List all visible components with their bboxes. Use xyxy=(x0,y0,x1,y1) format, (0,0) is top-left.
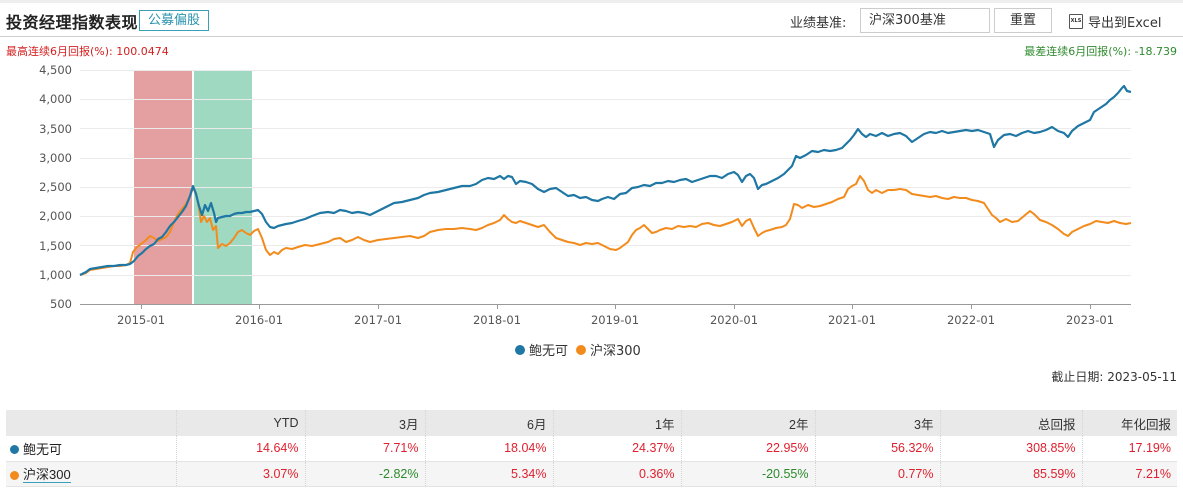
svg-text:2021-01: 2021-01 xyxy=(828,313,876,327)
min-6m-value: -18.739 xyxy=(1134,45,1177,58)
svg-text:4,500: 4,500 xyxy=(39,63,72,77)
svg-text:2017-01: 2017-01 xyxy=(354,313,402,327)
cell-annualized: 7.21% xyxy=(1082,461,1177,487)
row-name-cell: 鲍无可 xyxy=(6,436,177,462)
row-name: 鲍无可 xyxy=(23,441,63,457)
manager-dot-icon xyxy=(10,445,19,455)
grid-lines xyxy=(80,70,1131,276)
as-of-date: 截止日期: 2023-05-11 xyxy=(1051,370,1177,384)
panel-header: 投资经理指数表现 公募偏股 业绩基准: 沪深300基准 重置 XLS 导出到Ex… xyxy=(0,3,1183,37)
benchmark-input[interactable]: 沪深300基准 xyxy=(860,8,990,33)
benchmark-dot-icon xyxy=(10,470,19,480)
cell-6m: 5.34% xyxy=(425,461,554,487)
benchmark-label: 业绩基准: xyxy=(790,16,847,31)
y-axis-labels: 500 1,000 1,500 2,000 2,500 3,000 3,500 … xyxy=(39,63,72,311)
fund-type-tag[interactable]: 公募偏股 xyxy=(139,10,210,31)
table-row-benchmark: 沪深300 3.07% -2.82% 5.34% 0.36% -20.55% 0… xyxy=(6,461,1177,487)
min-6m-return: 最差连续6月回报(%): -18.739 xyxy=(1024,43,1177,59)
svg-text:2015-01: 2015-01 xyxy=(117,313,165,327)
export-label: 导出到Excel xyxy=(1088,16,1162,31)
x-axis-ticks xyxy=(141,304,1091,309)
svg-text:4,000: 4,000 xyxy=(39,92,72,106)
svg-text:2,000: 2,000 xyxy=(39,209,72,223)
svg-text:2018-01: 2018-01 xyxy=(473,313,521,327)
max-6m-label: 最高连续6月回报(%): xyxy=(6,45,113,58)
column-header-3y: 3年 xyxy=(815,410,941,436)
chart-legend: 鲍无可 沪深300 xyxy=(515,340,649,359)
benchmark-dot-icon xyxy=(576,344,587,355)
legend-item-manager[interactable]: 鲍无可 xyxy=(515,340,568,359)
manager-line[interactable] xyxy=(79,84,1132,276)
svg-text:500: 500 xyxy=(50,297,72,311)
min-6m-label: 最差连续6月回报(%): xyxy=(1024,45,1132,58)
legend-label: 鲍无可 xyxy=(529,344,569,359)
cell-3m: -2.82% xyxy=(305,461,426,487)
svg-text:1,000: 1,000 xyxy=(39,268,72,282)
column-header-ytd: YTD xyxy=(176,410,306,436)
cell-3y: 0.77% xyxy=(815,461,941,487)
cell-6m: 18.04% xyxy=(425,436,554,462)
svg-text:2023-01: 2023-01 xyxy=(1066,313,1114,327)
column-header-total: 总回报 xyxy=(940,410,1083,436)
export-excel-button[interactable]: XLS 导出到Excel xyxy=(1069,12,1161,31)
table-header-row: YTD 3月 6月 1年 2年 3年 总回报 年化回报 xyxy=(6,410,1177,436)
top-strip xyxy=(0,0,1183,3)
cell-ytd: 3.07% xyxy=(176,461,306,487)
svg-text:2019-01: 2019-01 xyxy=(591,313,639,327)
column-header-annualized: 年化回报 xyxy=(1082,410,1177,436)
svg-text:3,000: 3,000 xyxy=(39,151,72,165)
cell-total: 308.85% xyxy=(940,436,1083,462)
column-header-3m: 3月 xyxy=(305,410,426,436)
cell-3y: 56.32% xyxy=(815,436,941,462)
legend-item-benchmark[interactable]: 沪深300 xyxy=(576,340,641,359)
svg-text:2016-01: 2016-01 xyxy=(235,313,283,327)
svg-text:3,500: 3,500 xyxy=(39,122,72,136)
cell-2y: 22.95% xyxy=(681,436,816,462)
svg-text:2020-01: 2020-01 xyxy=(710,313,758,327)
svg-text:2022-01: 2022-01 xyxy=(947,313,995,327)
benchmark-link[interactable]: 沪深300 xyxy=(23,467,71,483)
cell-1y: 24.37% xyxy=(553,436,682,462)
max-6m-return: 最高连续6月回报(%): 100.0474 xyxy=(6,43,169,59)
performance-chart[interactable]: 500 1,000 1,500 2,000 2,500 3,000 3,500 … xyxy=(0,60,1183,335)
column-header-6m: 6月 xyxy=(425,410,554,436)
svg-text:2,500: 2,500 xyxy=(39,180,72,194)
table-row-manager: 鲍无可 14.64% 7.71% 18.04% 24.37% 22.95% 56… xyxy=(6,436,1177,462)
benchmark-line[interactable] xyxy=(79,175,1132,276)
manager-dot-icon xyxy=(515,344,525,355)
column-header-2y: 2年 xyxy=(681,410,816,436)
svg-text:1,500: 1,500 xyxy=(39,239,72,253)
column-header-1y: 1年 xyxy=(553,410,682,436)
cell-ytd: 14.64% xyxy=(176,436,306,462)
cell-1y: 0.36% xyxy=(553,461,682,487)
x-axis-labels: 2015-01 2016-01 2017-01 2018-01 2019-01 … xyxy=(117,313,1114,327)
reset-button[interactable]: 重置 xyxy=(994,8,1052,33)
max-6m-value: 100.0474 xyxy=(116,45,169,58)
cell-total: 85.59% xyxy=(940,461,1083,487)
performance-table: YTD 3月 6月 1年 2年 3年 总回报 年化回报 鲍无可 14.64% 7… xyxy=(6,410,1177,487)
cell-annualized: 17.19% xyxy=(1082,436,1177,462)
xls-file-icon: XLS xyxy=(1069,14,1083,29)
legend-label: 沪深300 xyxy=(590,344,641,359)
row-name-cell: 沪深300 xyxy=(6,461,177,487)
cell-2y: -20.55% xyxy=(681,461,816,487)
cell-3m: 7.71% xyxy=(305,436,426,462)
page-title: 投资经理指数表现 xyxy=(6,13,139,32)
column-header-name xyxy=(6,410,177,436)
